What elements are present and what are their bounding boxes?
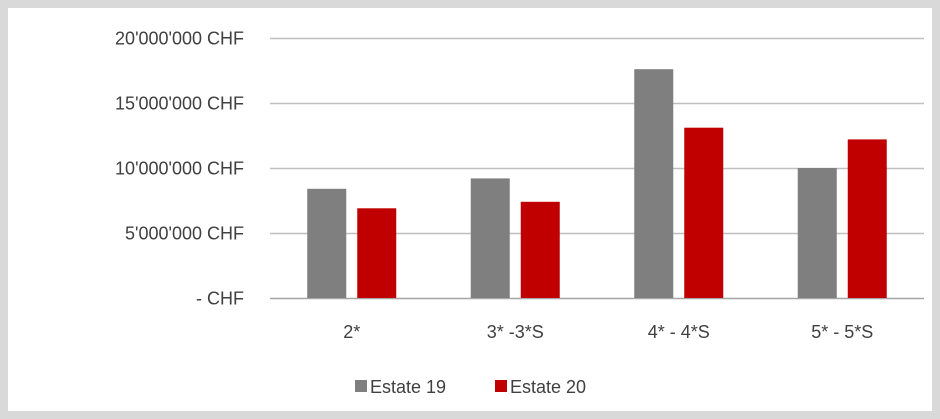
chart-frame: - CHF 5'000'000 CHF 10'000'000 CHF 15'000'0… xyxy=(8,8,932,411)
legend-swatch xyxy=(355,380,367,392)
legend-label: Estate 19 xyxy=(370,377,446,397)
bar-estate-19-3 xyxy=(797,168,837,298)
bar-estate-19-2 xyxy=(634,69,674,298)
bar-estate-19-1 xyxy=(470,178,510,298)
y-tick-label: 5'000'000 CHF xyxy=(125,224,244,244)
x-category-label: 2* xyxy=(343,322,360,342)
x-category-label: 3* -3*S xyxy=(487,322,544,342)
bar-chart: - CHF 5'000'000 CHF 10'000'000 CHF 15'000'0… xyxy=(115,29,924,397)
bar-estate-19-0 xyxy=(307,188,347,298)
y-axis-ticks: - CHF 5'000'000 CHF 10'000'000 CHF 15'000'0… xyxy=(115,29,244,309)
y-tick-label: 20'000'000 CHF xyxy=(115,29,244,49)
bar-estate-20-1 xyxy=(520,201,560,298)
x-axis-categories: 2* 3* -3*S 4* - 4*S 5* - 5*S xyxy=(343,322,873,342)
y-tick-label: 15'000'000 CHF xyxy=(115,94,244,114)
bar-estate-20-3 xyxy=(847,139,887,298)
bar-estate-20-2 xyxy=(684,127,724,298)
legend-label: Estate 20 xyxy=(510,377,586,397)
legend: Estate 19 Estate 20 xyxy=(355,377,586,397)
bar-estate-20-0 xyxy=(357,208,397,298)
x-category-label: 5* - 5*S xyxy=(811,322,873,342)
legend-swatch xyxy=(495,380,507,392)
y-tick-label: 10'000'000 CHF xyxy=(115,159,244,179)
y-tick-label: - CHF xyxy=(196,289,244,309)
x-category-label: 4* - 4*S xyxy=(648,322,710,342)
bars xyxy=(307,69,887,298)
